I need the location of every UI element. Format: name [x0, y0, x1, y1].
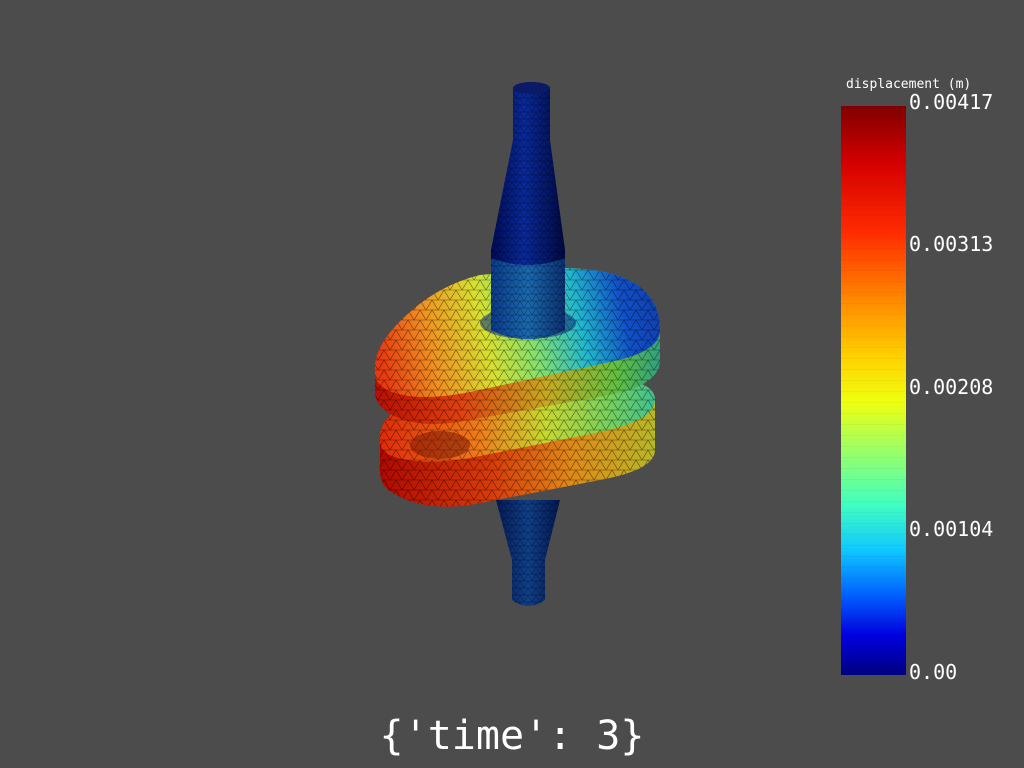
- scalar-bar-title: displacement (m): [846, 77, 972, 92]
- color-scale-bar: [841, 106, 906, 675]
- time-caption: {'time': 3}: [379, 713, 645, 759]
- scalar-bar-tick: 0.00104: [909, 517, 994, 541]
- upper-disc: [374, 268, 660, 424]
- lower-shaft: [496, 500, 560, 606]
- scalar-bar-tick-max: 0.00417: [909, 90, 994, 114]
- scalar-bar-tick-min: 0.00: [909, 660, 958, 684]
- scalar-bar-tick: 0.00208: [909, 375, 994, 399]
- upper-shaft: [491, 82, 565, 339]
- scalar-bar-tick: 0.00313: [909, 232, 994, 256]
